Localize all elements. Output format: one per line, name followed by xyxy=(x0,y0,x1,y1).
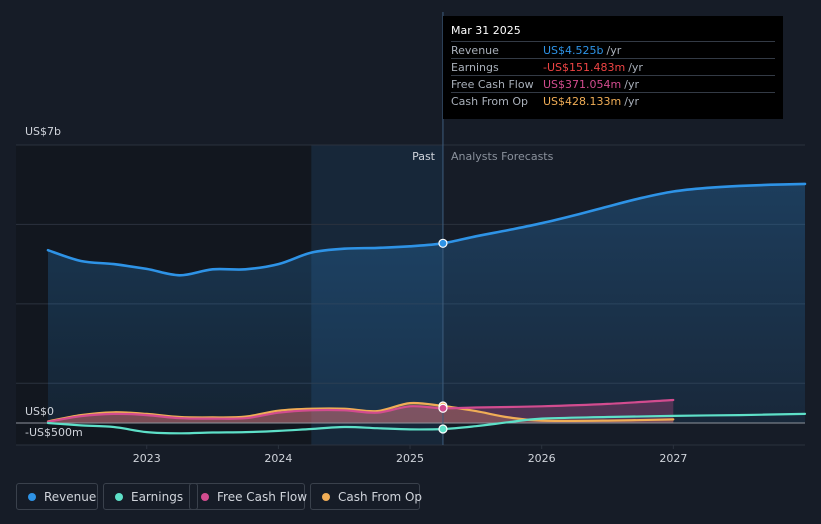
line-cash-from-op xyxy=(46,401,675,423)
tooltip-value-text: US$371.054m xyxy=(543,78,622,91)
x-tick-label: 2027 xyxy=(659,452,687,465)
tooltip-date: Mar 31 2025 xyxy=(451,24,521,37)
x-tick-label: 2024 xyxy=(264,452,292,465)
series-markers xyxy=(438,238,448,434)
tooltip-value: -US$151.483m/yr xyxy=(543,61,643,74)
x-axis-ticks: 2023 2024 2025 2026 2027 xyxy=(133,445,687,465)
tooltip-unit: /yr xyxy=(606,44,622,57)
legend-dot-icon xyxy=(115,493,123,501)
tooltip-value: US$4.525b/yr xyxy=(543,44,621,57)
line-earnings xyxy=(46,412,807,435)
y-axis-label-bottom: -US$500m xyxy=(25,426,83,439)
legend-item-cash-from-op[interactable]: Cash From Op xyxy=(310,483,423,510)
legend-dot-icon xyxy=(322,493,330,501)
tooltip-value-text: US$428.133m xyxy=(543,95,622,108)
tooltip-value: US$428.133m/yr xyxy=(543,95,639,108)
forecast-label: Analysts Forecasts xyxy=(451,150,554,163)
y-axis-label-top: US$7b xyxy=(25,125,61,138)
tooltip-label: Earnings xyxy=(451,61,499,74)
tooltip-label: Cash From Op xyxy=(451,95,529,108)
tooltip-row-revenue: Revenue US$4.525b/yr xyxy=(451,41,775,59)
legend-dot-icon xyxy=(28,493,36,501)
marker-free-cash-flow[interactable] xyxy=(438,403,448,413)
tooltip-value-text: -US$151.483m xyxy=(543,61,626,74)
x-tick-label: 2025 xyxy=(396,452,424,465)
tooltip-row-free-cash-flow: Free Cash Flow US$371.054m/yr xyxy=(451,75,775,93)
x-tick-label: 2023 xyxy=(133,452,161,465)
legend-label: Revenue xyxy=(44,490,97,504)
legend-item-free-cash-flow[interactable]: Free Cash Flow xyxy=(189,483,308,510)
tooltip-unit: /yr xyxy=(624,95,639,108)
tooltip-row-cash-from-op: Cash From Op US$428.133m/yr xyxy=(451,92,775,110)
tooltip-unit: /yr xyxy=(628,61,643,74)
marker-revenue[interactable] xyxy=(438,238,448,248)
y-axis-label-zero: US$0 xyxy=(25,405,54,418)
tooltip-panel: Mar 31 2025 Revenue US$4.525b/yr Earning… xyxy=(443,16,783,119)
legend-label: Earnings xyxy=(131,490,184,504)
legend-label: Cash From Op xyxy=(338,490,423,504)
series-lines xyxy=(46,182,807,435)
tooltip-label: Revenue xyxy=(451,44,499,57)
legend-item-earnings[interactable]: Earnings xyxy=(103,483,198,510)
area-free-cash-flow xyxy=(48,400,674,423)
tooltip-unit: /yr xyxy=(624,78,639,91)
legend-dot-icon xyxy=(201,493,209,501)
area-revenue xyxy=(48,183,805,423)
legend-item-revenue[interactable]: Revenue xyxy=(16,483,98,510)
marker-earnings[interactable] xyxy=(438,424,448,434)
tooltip-value: US$371.054m/yr xyxy=(543,78,639,91)
tooltip-row-earnings: Earnings -US$151.483m/yr xyxy=(451,58,775,76)
past-label: Past xyxy=(412,150,436,163)
line-free-cash-flow xyxy=(46,398,675,423)
x-tick-label: 2026 xyxy=(528,452,556,465)
tooltip-value-text: US$4.525b xyxy=(543,44,604,57)
line-revenue xyxy=(46,182,807,277)
tooltip-label: Free Cash Flow xyxy=(451,78,534,91)
legend-label: Free Cash Flow xyxy=(217,490,308,504)
